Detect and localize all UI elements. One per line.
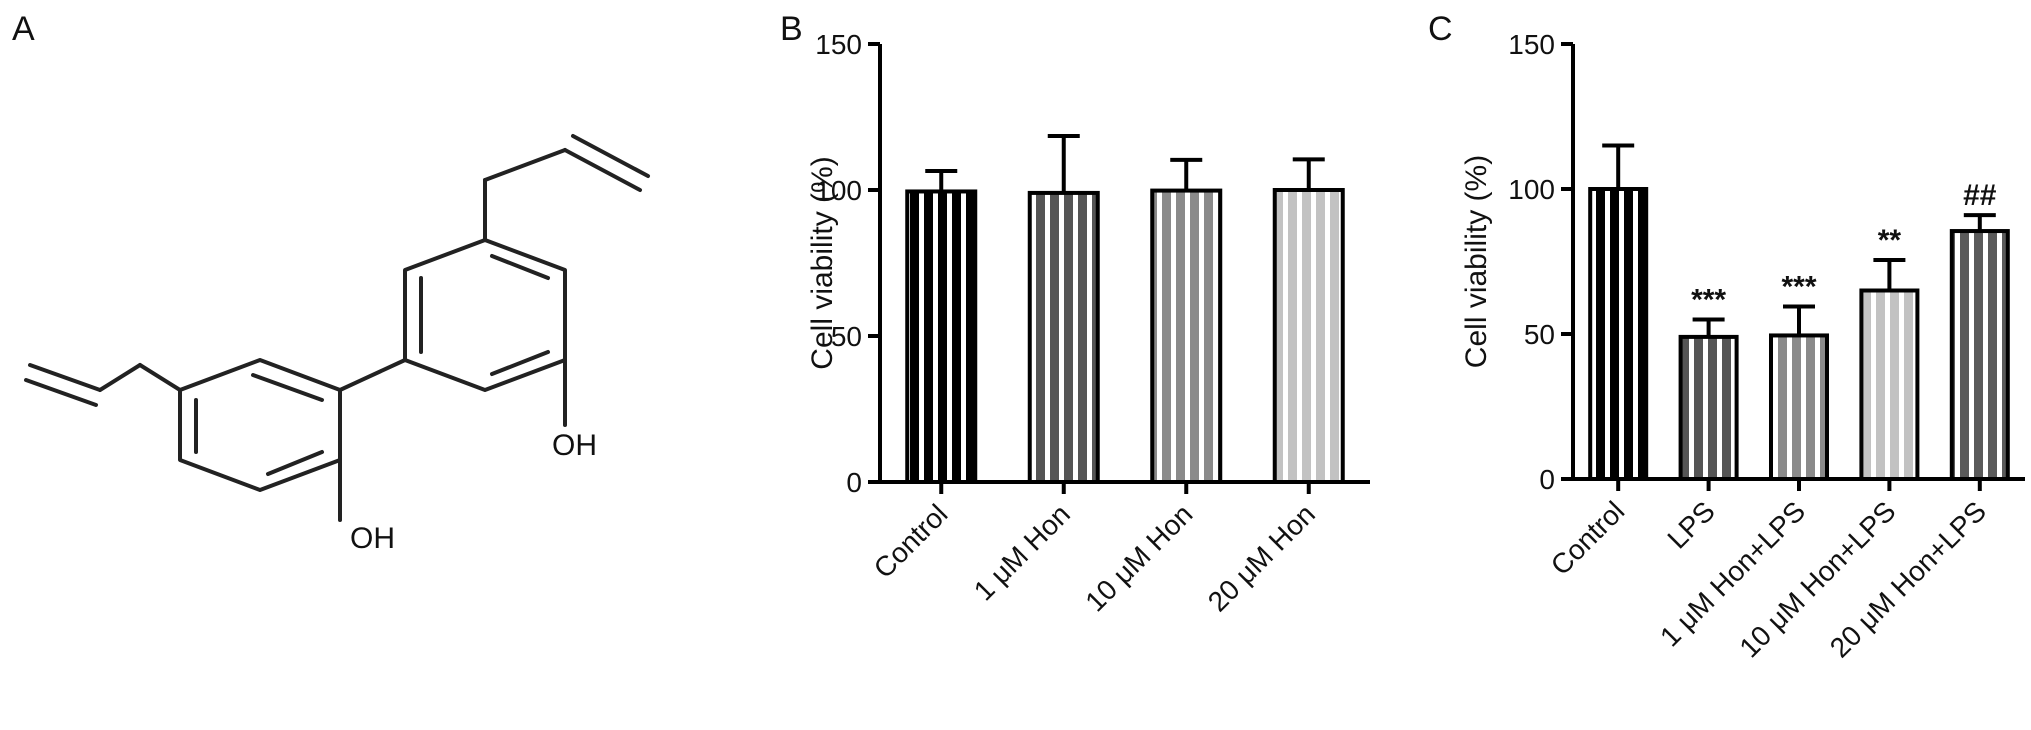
- right-allyl-bond-2: [483, 148, 567, 182]
- y-tick-label: 100: [815, 175, 862, 206]
- biaryl-bond: [338, 358, 407, 392]
- right-allyl-double-bond: [571, 134, 650, 178]
- y-tick-label: 150: [815, 29, 862, 60]
- left-allyl-bond-1: [138, 363, 182, 392]
- right-benzene-ring: [403, 238, 567, 392]
- significance-label: **: [1878, 224, 1902, 257]
- significance-label: ***: [1781, 270, 1816, 303]
- panel-c: C 0 50 100 150 Cell viability (%) Control LPS *…: [1428, 10, 2025, 663]
- panel-a: A OH OH: [12, 10, 650, 555]
- significance-label: ***: [1691, 284, 1726, 317]
- honokiol-structure: [24, 134, 650, 522]
- category-label: 20 μM Hon: [1202, 498, 1321, 617]
- bar: [1949, 229, 2010, 481]
- panel-letter-c: C: [1428, 10, 1453, 48]
- significance-label: ##: [1963, 179, 1997, 212]
- hydroxyl-label-right: OH: [552, 429, 597, 462]
- right-ring-inner-bond-3: [490, 350, 550, 376]
- category-label: 10 μM Hon+LPS: [1733, 495, 1901, 663]
- y-tick-label: 0: [1539, 464, 1555, 495]
- left-ring-inner-bond-3: [266, 450, 324, 476]
- bar: [1678, 334, 1739, 481]
- bar: [1859, 288, 1920, 481]
- y-axis-title: Cell viability (%): [1460, 155, 1493, 368]
- right-ring-inner-bond-2: [490, 254, 550, 280]
- bar: [1027, 190, 1100, 484]
- left-allyl-bond-3: [28, 363, 102, 392]
- category-label: 20 μM Hon+LPS: [1824, 495, 1992, 663]
- bar: [1588, 187, 1649, 481]
- category-label: Control: [1545, 495, 1631, 581]
- panel-letter-b: B: [780, 10, 803, 48]
- y-axis-title: Cell viability (%): [806, 156, 839, 369]
- bar: [1769, 333, 1829, 482]
- y-tick-label: 50: [1524, 319, 1555, 350]
- category-label: Control: [868, 498, 954, 584]
- bar: [1272, 188, 1345, 484]
- right-allyl-bond-3: [563, 148, 642, 192]
- bar: [1150, 188, 1223, 484]
- y-tick-label: 50: [831, 321, 862, 352]
- left-ring-inner-bond-1: [251, 373, 324, 402]
- left-allyl-bond-2: [98, 363, 142, 392]
- left-allyl-double-bond: [24, 378, 98, 407]
- panel-letter-a: A: [12, 10, 35, 48]
- category-label: 10 μM Hon: [1079, 498, 1198, 617]
- panel-b: B 0 50 100 150 Cell viability (%) Control 1 μM…: [780, 10, 1370, 617]
- chart-b: 0 50 100 150 Cell viability (%) Control 1 μM H…: [806, 29, 1370, 617]
- y-tick-label: 0: [846, 467, 862, 498]
- hydroxyl-label-left: OH: [350, 522, 395, 555]
- y-tick-label: 100: [1508, 174, 1555, 205]
- bar: [905, 189, 978, 485]
- category-label: LPS: [1661, 495, 1720, 554]
- category-label: 1 μM Hon: [968, 498, 1076, 606]
- y-tick-label: 150: [1508, 29, 1555, 60]
